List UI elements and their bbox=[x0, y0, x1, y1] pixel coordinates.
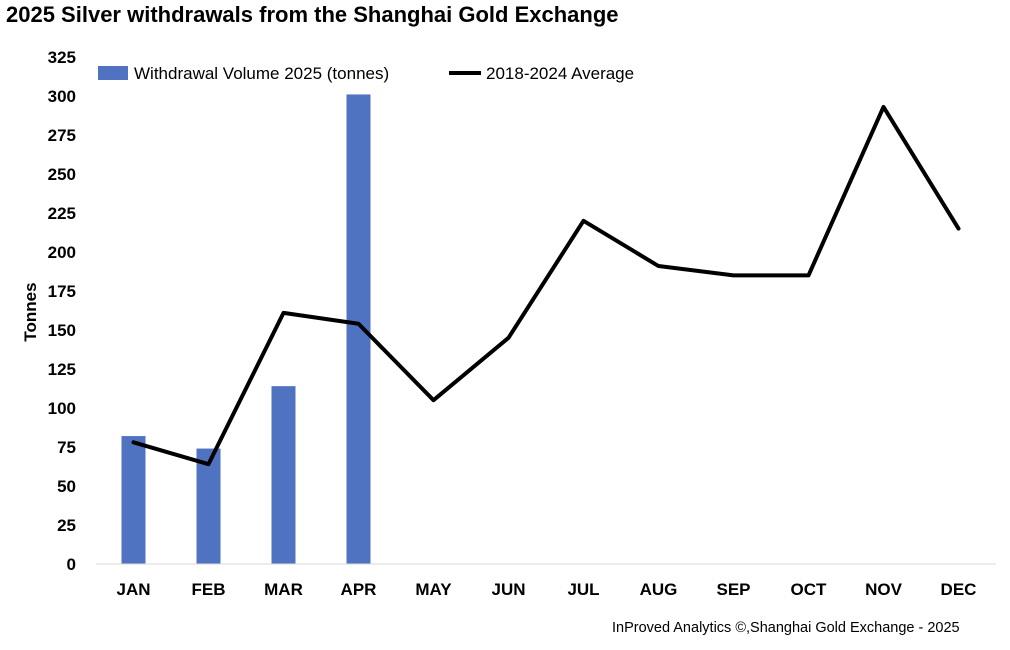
legend-label-bar: Withdrawal Volume 2025 (tonnes) bbox=[134, 64, 389, 83]
y-tick-label: 300 bbox=[48, 87, 76, 106]
y-tick-label: 200 bbox=[48, 243, 76, 262]
y-tick-label: 225 bbox=[48, 204, 76, 223]
x-tick-label: DEC bbox=[941, 580, 977, 599]
line-point bbox=[658, 265, 659, 267]
line-point bbox=[358, 323, 359, 325]
bar bbox=[271, 386, 296, 564]
y-tick-label: 50 bbox=[57, 477, 76, 496]
x-tick-label: APR bbox=[341, 580, 377, 599]
legend-swatch-bar bbox=[98, 66, 128, 80]
line-point bbox=[958, 228, 959, 230]
x-tick-label: NOV bbox=[865, 580, 903, 599]
y-tick-label: 100 bbox=[48, 399, 76, 418]
x-tick-label: JUN bbox=[491, 580, 525, 599]
line-point bbox=[808, 274, 809, 276]
legend: Withdrawal Volume 2025 (tonnes) 2018-202… bbox=[98, 64, 634, 83]
line-point bbox=[283, 312, 284, 314]
x-tick-label: SEP bbox=[716, 580, 750, 599]
y-tick-label: 75 bbox=[57, 438, 76, 457]
y-tick-label: 275 bbox=[48, 126, 76, 145]
x-tick-label: AUG bbox=[640, 580, 678, 599]
line-point bbox=[133, 441, 134, 443]
y-tick-label: 325 bbox=[48, 48, 76, 67]
bar bbox=[196, 448, 221, 564]
line-point bbox=[208, 463, 209, 465]
x-tick-label: MAR bbox=[264, 580, 303, 599]
line-point bbox=[883, 106, 884, 108]
bar bbox=[121, 436, 146, 564]
x-tick-label: FEB bbox=[192, 580, 226, 599]
y-tick-label: 125 bbox=[48, 360, 76, 379]
series-line bbox=[131, 104, 961, 467]
y-axis-title: Tonnes bbox=[21, 282, 40, 341]
y-tick-label: 250 bbox=[48, 165, 76, 184]
y-tick-label: 175 bbox=[48, 282, 76, 301]
line-point bbox=[508, 337, 509, 339]
x-tick-label: JUL bbox=[567, 580, 599, 599]
line-point bbox=[733, 274, 734, 276]
legend-label-line: 2018-2024 Average bbox=[486, 64, 634, 83]
y-tick-label: 0 bbox=[67, 555, 76, 574]
line-point bbox=[583, 220, 584, 222]
source-note: InProved Analytics ©,Shanghai Gold Excha… bbox=[612, 620, 960, 636]
y-tick-label: 25 bbox=[57, 516, 76, 535]
y-tick-label: 150 bbox=[48, 321, 76, 340]
x-tick-label: JAN bbox=[116, 580, 150, 599]
bar bbox=[346, 94, 371, 564]
x-tick-label: OCT bbox=[791, 580, 828, 599]
chart-title: 2025 Silver withdrawals from the Shangha… bbox=[6, 2, 619, 27]
x-tick-label: MAY bbox=[415, 580, 452, 599]
line-point bbox=[433, 399, 434, 401]
